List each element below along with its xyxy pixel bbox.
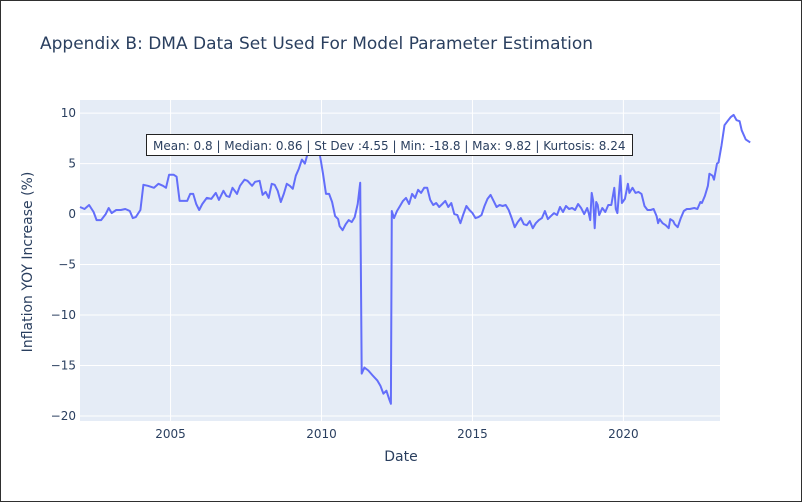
x-tick-label: 2015 (457, 427, 488, 441)
y-tick-label: −5 (58, 258, 76, 272)
y-axis-ticks: 10 5 0 −5 −10 −15 −20 (51, 106, 76, 423)
series-line (79, 113, 751, 405)
y-tick-label: 10 (61, 106, 76, 120)
stats-annotation: Mean: 0.8 | Median: 0.86 | St Dev :4.55 … (146, 134, 633, 156)
x-axis-ticks: 2005 2010 2015 2020 (155, 427, 638, 441)
y-tick-label: 5 (68, 157, 76, 171)
x-tick-label: 2005 (155, 427, 186, 441)
y-tick-label: −20 (51, 409, 76, 423)
y-axis-title: Inflation YOY Increase (%) (20, 172, 36, 353)
chart-title: Appendix B: DMA Data Set Used For Model … (40, 34, 594, 54)
gridlines (80, 100, 720, 421)
y-tick-label: −15 (51, 358, 76, 372)
y-tick-label: 0 (68, 207, 76, 221)
x-tick-label: 2010 (306, 427, 337, 441)
y-tick-label: −10 (51, 308, 76, 322)
x-axis-title: Date (384, 449, 417, 465)
x-tick-label: 2020 (608, 427, 639, 441)
